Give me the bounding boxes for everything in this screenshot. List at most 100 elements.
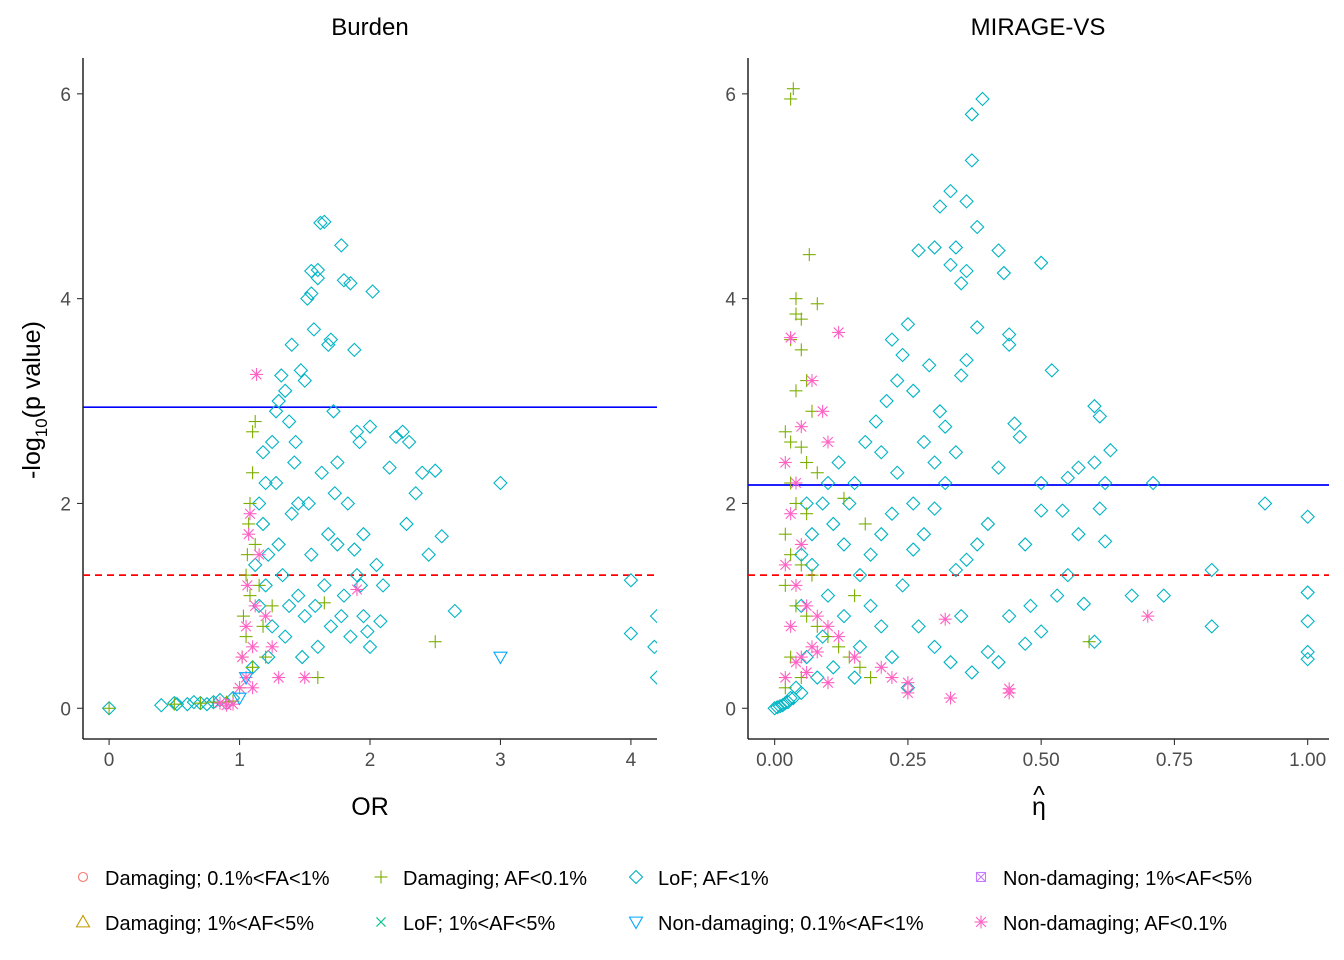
point-plus (248, 537, 262, 551)
point-diamond (836, 608, 852, 624)
point-plus (778, 527, 792, 541)
point-diamond (953, 276, 969, 291)
point-plus (236, 609, 250, 623)
y-tick-label: 0 (725, 699, 736, 720)
point-diamond (1092, 409, 1108, 424)
point-diamond (388, 429, 404, 445)
panel-title-burden: Burden (331, 14, 408, 41)
point-diamond (255, 444, 271, 460)
point-diamond (1300, 509, 1315, 525)
point-plus (248, 415, 262, 429)
point-plus (239, 568, 253, 582)
point-diamond (948, 444, 964, 460)
point-diamond (767, 701, 782, 716)
point-asterisk (832, 325, 846, 339)
point-diamond (826, 660, 841, 675)
point-diamond (360, 624, 375, 639)
point-diamond (310, 270, 326, 286)
point-asterisk (233, 681, 247, 695)
point-diamond (334, 238, 349, 253)
point-asterisk (800, 599, 814, 613)
y-axis-label-left: -log10(p value) (18, 321, 51, 479)
point-plus (864, 671, 878, 685)
point-diamond (153, 697, 169, 713)
point-diamond (1097, 475, 1113, 491)
point-plus (784, 548, 798, 562)
x-axis-label-right: ^ η (1032, 781, 1046, 821)
point-diamond (313, 215, 328, 231)
point-diamond (310, 262, 326, 278)
point-diamond (334, 608, 349, 624)
point-diamond (264, 434, 280, 450)
legend: Damaging; 0.1%<FA<1% Damaging; AF<0.1% LoF… (75, 868, 1252, 935)
point-diamond (1007, 416, 1022, 431)
point-diamond (927, 639, 942, 655)
point-plus (246, 425, 260, 439)
point-diamond (251, 496, 267, 511)
point-diamond (1156, 588, 1172, 603)
point-diamond (980, 516, 996, 532)
point-diamond (414, 465, 430, 481)
x-tick-label: 0 (104, 750, 115, 771)
point-diamond (1300, 651, 1315, 667)
point-plus (789, 384, 803, 398)
point-diamond (1257, 496, 1273, 511)
point-asterisk (832, 630, 846, 644)
point-plus (252, 578, 266, 592)
reference-lines-right (748, 484, 1329, 577)
point-diamond (327, 485, 343, 501)
point-diamond (815, 496, 830, 511)
point-diamond (847, 475, 862, 491)
legend-item: Non-damaging; AF<0.1% (974, 913, 1227, 935)
point-diamond (301, 496, 316, 511)
legend-label: Non-damaging; 0.1%<AF<1% (658, 913, 924, 935)
point-diamond (927, 501, 942, 516)
point-diamond (255, 516, 271, 532)
y-tick-label: 2 (725, 494, 736, 515)
legend-key-triangle-icon (75, 914, 91, 928)
point-asterisk (226, 697, 240, 711)
point-diamond (863, 598, 878, 614)
point-diamond (304, 547, 319, 562)
legend-label: Non-damaging; 1%<AF<5% (1003, 868, 1252, 890)
point-diamond (916, 526, 932, 542)
point-asterisk (885, 671, 899, 685)
panel-title-mirage: MIRAGE-VS (971, 14, 1106, 41)
point-diamond (320, 526, 336, 542)
point-diamond (343, 276, 358, 291)
point-diamond (268, 475, 284, 491)
point-plus (802, 248, 816, 262)
point-plus (794, 671, 808, 685)
point-diamond (290, 496, 306, 511)
point-asterisk (246, 640, 260, 654)
point-plus (265, 599, 279, 613)
point-diamond (297, 608, 313, 624)
x-tick-label: 0.00 (756, 750, 793, 771)
point-asterisk (800, 665, 814, 679)
point-diamond (836, 537, 852, 552)
point-diamond (340, 496, 356, 511)
point-diamond (421, 547, 436, 562)
point-diamond (1204, 619, 1220, 634)
panel-mirage-vs: MIRAGE-VS 0.00 0.25 0.50 0.75 1.00 0 2 4 6 ^ η (725, 14, 1329, 821)
point-diamond (911, 243, 926, 258)
point-plus (800, 456, 814, 470)
point-asterisk (784, 619, 798, 633)
point-diamond (317, 214, 332, 230)
point-diamond (274, 368, 289, 383)
point-diamond (271, 393, 286, 409)
point-plus (805, 568, 819, 582)
point-diamond (1092, 501, 1108, 516)
point-asterisk (246, 681, 260, 695)
point-triangle-down (238, 672, 254, 686)
point-diamond (258, 578, 273, 593)
point-diamond (927, 240, 942, 255)
legend-item: Damaging; 0.1%<FA<1% (77, 868, 330, 890)
panel-burden: Burden 0 1 2 3 4 0 2 4 6 OR -log10(p value) (18, 14, 657, 821)
point-diamond (294, 649, 310, 665)
point-diamond (889, 465, 905, 481)
point-asterisk (1141, 609, 1155, 623)
point-asterisk (789, 476, 803, 490)
legend-label: Damaging; 0.1%<FA<1% (105, 868, 330, 890)
point-diamond (932, 404, 948, 419)
